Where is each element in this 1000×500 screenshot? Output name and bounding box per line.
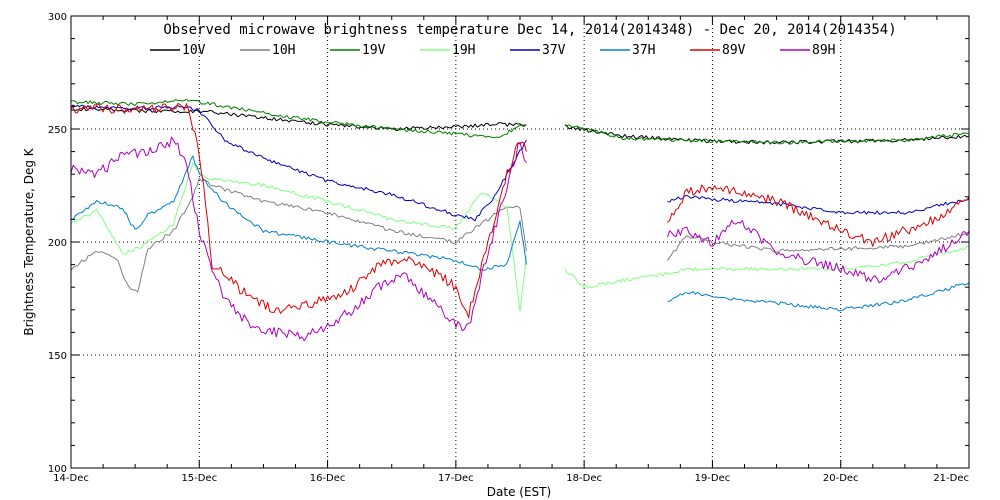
series-line-10h bbox=[667, 232, 970, 261]
x-tick-label: 15-Dec bbox=[181, 473, 217, 484]
x-tick-label: 16-Dec bbox=[310, 473, 346, 484]
legend-label-19h: 19H bbox=[452, 43, 475, 58]
grid bbox=[71, 16, 969, 468]
series-line-89v bbox=[667, 184, 970, 247]
axis-ticks: 100 150 200 250 300 14-Dec 15-Dec 16-Dec 17-Dec 1… bbox=[48, 12, 970, 484]
x-axis-label: Date (EST) bbox=[487, 485, 551, 499]
series-line-19v bbox=[564, 124, 970, 145]
series-line-10v bbox=[70, 106, 527, 131]
y-tick-label: 250 bbox=[48, 125, 67, 136]
series-line-37h bbox=[70, 155, 527, 271]
legend-label-89v: 89V bbox=[722, 43, 746, 58]
x-tick-label: 18-Dec bbox=[566, 473, 602, 484]
series-line-37v bbox=[70, 104, 527, 222]
series-line-19h bbox=[564, 245, 970, 289]
legend-label-37h: 37H bbox=[632, 43, 655, 58]
y-tick-label: 150 bbox=[48, 351, 67, 362]
series-line-10h bbox=[70, 177, 527, 293]
y-tick-label: 200 bbox=[48, 238, 67, 249]
y-axis-label: Brightness Temperature, Deg K bbox=[22, 147, 36, 335]
x-tick-label: 19-Dec bbox=[695, 473, 731, 484]
legend-label-37v: 37V bbox=[542, 43, 566, 58]
series-line-89h bbox=[70, 136, 527, 342]
legend: 10V 10H 19V 19H 37V 37H 89V 89H bbox=[150, 43, 835, 58]
y-tick-label: 300 bbox=[48, 12, 67, 23]
series-line-19v bbox=[71, 98, 527, 139]
series-line-19h bbox=[70, 162, 527, 312]
series-line-89v bbox=[70, 102, 527, 319]
legend-label-19v: 19V bbox=[362, 43, 386, 58]
x-tick-label: 20-Dec bbox=[823, 473, 859, 484]
x-tick-label: 17-Dec bbox=[438, 473, 474, 484]
chart-title: Observed microwave brightness temperatur… bbox=[163, 22, 896, 38]
series-lines bbox=[70, 98, 970, 342]
legend-label-10v: 10V bbox=[182, 43, 206, 58]
y-tick-label: 100 bbox=[48, 464, 67, 475]
series-line-89h bbox=[667, 219, 970, 284]
legend-label-10h: 10H bbox=[272, 43, 295, 58]
series-line-37v bbox=[667, 194, 970, 215]
legend-label-89h: 89H bbox=[812, 43, 835, 58]
x-tick-label: 21-Dec bbox=[933, 473, 969, 484]
series-line-37h bbox=[667, 282, 970, 312]
x-tick-label: 14-Dec bbox=[53, 473, 89, 484]
